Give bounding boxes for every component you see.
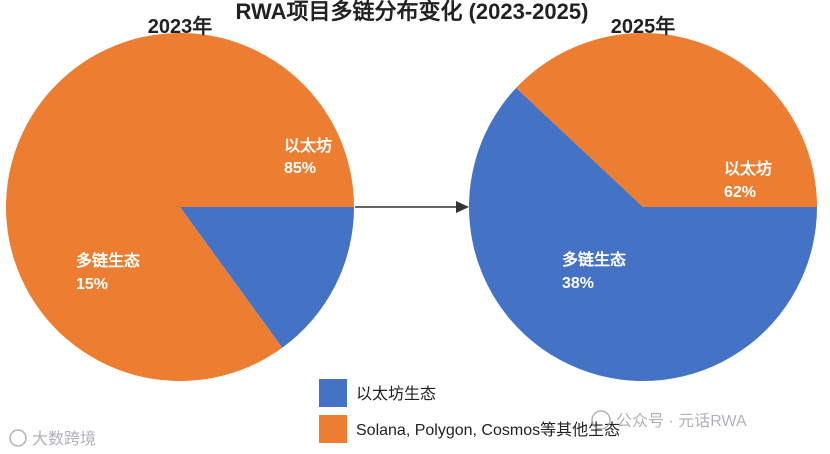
pie-2023-slice-multichain [180, 207, 354, 348]
legend-swatch-other [319, 415, 347, 443]
wechat-icon [591, 410, 611, 430]
pie-2023 [5, 32, 354, 382]
transition-arrow [355, 201, 469, 213]
watermark-left-text: 大数跨境 [32, 429, 96, 448]
watermark-right-text: 公众号 · 元话RWA [616, 412, 747, 430]
pie-2025-subtitle: 2025年 [611, 14, 676, 38]
legend-label-other: Solana, Polygon, Cosmos等其他生态 [356, 421, 620, 439]
legend-swatch-ethereum [319, 379, 347, 407]
pie-2025-value-ethereum: 62% [724, 184, 756, 201]
watermark-left: 大数跨境 [9, 429, 96, 448]
pie-2023-label-multichain: 多链生态 [76, 251, 140, 270]
pie-2025-slice-ethereum [469, 87, 817, 382]
pie-2023-slice-ethereum [5, 32, 354, 382]
pie-2025-label-ethereum: 以太坊 [724, 159, 772, 178]
pie-2023-value-multichain: 15% [76, 276, 108, 293]
pie-2025 [469, 33, 817, 382]
pie-2025-value-multichain: 38% [562, 275, 594, 292]
watermark-left-icon [9, 429, 27, 447]
chart-title: RWA项目多链分布变化 (2023-2025) [236, 0, 589, 24]
pie-2025-slice-multichain [516, 33, 817, 207]
watermark-right: 公众号 · 元话RWA [591, 410, 747, 430]
pie-2023-subtitle: 2023年 [148, 14, 213, 38]
pie-2025-label-multichain: 多链生态 [562, 250, 626, 269]
legend-label-ethereum: 以太坊生态 [356, 385, 436, 403]
legend: 以太坊生态 Solana, Polygon, Cosmos等其他生态 [319, 379, 620, 443]
pie-2023-value-ethereum: 85% [284, 160, 316, 177]
pie-2023-label-ethereum: 以太坊 [284, 136, 332, 155]
